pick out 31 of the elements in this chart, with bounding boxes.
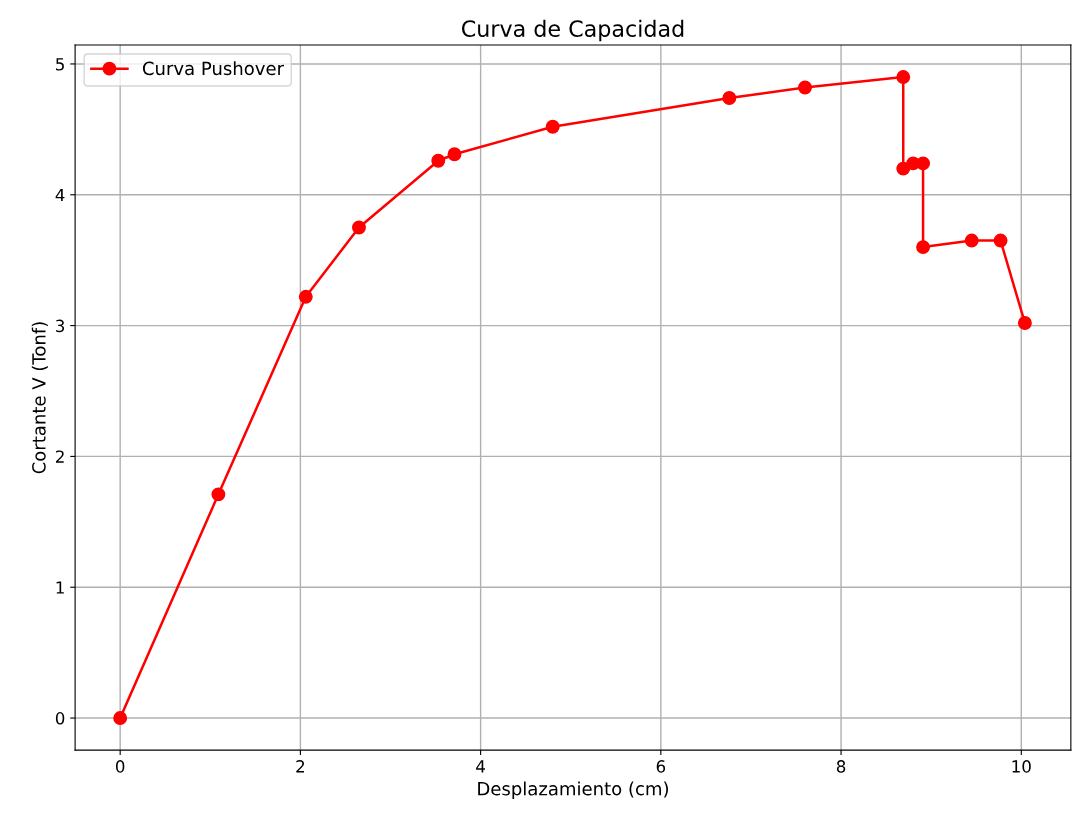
point — [113, 711, 128, 726]
point — [722, 91, 737, 105]
y-tick-label: 2 — [56, 450, 64, 463]
y-tick-label: 0 — [55, 712, 65, 725]
chart-title: Curva de Capacidad — [461, 19, 684, 42]
point — [431, 153, 446, 168]
point — [545, 119, 560, 134]
x-tick-label: 0 — [115, 760, 125, 773]
x-tick-label: 2 — [296, 760, 305, 773]
point — [1017, 316, 1032, 330]
y-tick-label: 4 — [55, 188, 65, 202]
x-axis-title: Desplazamiento (cm) — [478, 781, 668, 799]
x-tick-label: 6 — [656, 760, 666, 773]
point — [916, 240, 931, 255]
y-tick-label: 5 — [56, 58, 64, 71]
point — [964, 233, 979, 248]
point — [447, 147, 462, 162]
point — [916, 156, 931, 171]
y-tick-label: 1 — [56, 581, 64, 594]
x-tick-label: 10 — [1012, 760, 1031, 773]
point — [211, 487, 226, 502]
x-tick-label: 8 — [836, 760, 846, 773]
point — [896, 70, 911, 84]
point — [298, 289, 313, 304]
y-tick-label: 3 — [56, 319, 65, 333]
x-tick-label: 4 — [476, 760, 485, 773]
point — [798, 80, 812, 95]
y-axis-title: Cortante V (Tonf) — [31, 322, 48, 474]
legend-label: Curva Pushover — [142, 61, 285, 76]
point — [352, 220, 366, 235]
point — [993, 233, 1008, 248]
